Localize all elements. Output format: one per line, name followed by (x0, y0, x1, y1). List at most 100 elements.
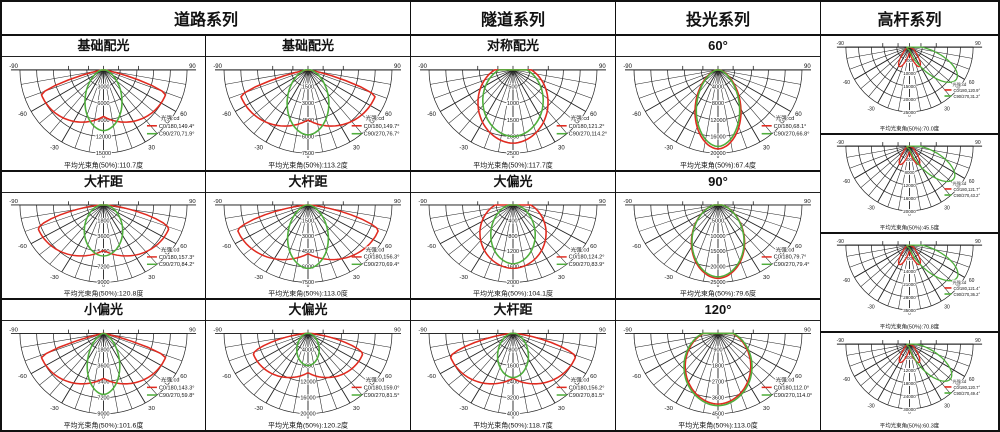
svg-text:-30: -30 (254, 406, 263, 412)
svg-text:-90: -90 (213, 328, 222, 334)
polar-diagram-road-longspan-2: -90 90 -60 60 -30 30 0 1500 3000 4500 6000 7500 光强:c… (206, 193, 410, 298)
svg-text:12000: 12000 (710, 118, 725, 124)
svg-text:-90: -90 (9, 199, 18, 205)
polar-diagram-flood-120: -90 90 -60 60 -30 30 0 900 1800 2700 3600 4500 光强:cd… (616, 321, 820, 430)
diagram-subtitle: 120° (616, 300, 820, 321)
diagram-subtitle: 大偏光 (206, 300, 410, 321)
svg-text:90: 90 (189, 199, 196, 205)
polar-diagram-highmast-4: -90 90 -60 60 -30 30 0 6000 12000 18000 24000 30000… (821, 333, 998, 430)
svg-text:90: 90 (804, 328, 811, 334)
svg-text:-90: -90 (837, 338, 844, 344)
svg-text:-30: -30 (50, 275, 59, 281)
diagram-subtitle: 60° (616, 36, 820, 57)
svg-text:-60: -60 (18, 112, 27, 118)
diagram-cell: 基础配光 -90 90 -60 60 -30 30 0 1500 3000 4500 6000 750… (206, 36, 410, 172)
column-tunnel: 对称配光 -90 90 -60 60 -30 30 0 500 1000 1500 2000 2500… (411, 36, 616, 430)
svg-text:-30: -30 (50, 406, 59, 412)
svg-text:90: 90 (394, 328, 401, 334)
svg-text:平均光束角(50%):70.0度: 平均光束角(50%):70.0度 (880, 124, 940, 132)
svg-text:0: 0 (717, 415, 720, 420)
svg-text:0: 0 (102, 283, 105, 288)
svg-text:0: 0 (102, 154, 105, 159)
polar-diagram-highmast-1: -90 90 -60 60 -30 30 0 5000 10000 15000 20000 25000… (821, 36, 998, 135)
svg-text:90: 90 (975, 239, 981, 245)
column-highmast: -90 90 -60 60 -30 30 0 5000 10000 15000 20000 25000… (821, 36, 998, 430)
svg-text:3600: 3600 (97, 364, 109, 370)
column-road-1: 基础配光 -90 90 -60 60 -30 30 0 3000 6000 9000 12000 15… (2, 36, 206, 430)
svg-text:光强:cd: 光强:cd (571, 114, 590, 122)
svg-text:20000: 20000 (300, 412, 315, 418)
svg-text:C0/180,157.3°: C0/180,157.3° (159, 255, 195, 261)
svg-text:5400: 5400 (97, 249, 109, 255)
svg-text:0: 0 (512, 283, 515, 288)
svg-text:7200: 7200 (97, 265, 109, 271)
svg-text:光强:cd: 光强:cd (161, 246, 180, 254)
svg-text:平均光束角(50%):101.6度: 平均光束角(50%):101.6度 (64, 421, 144, 430)
svg-text:C0/180,121.2°: C0/180,121.2° (569, 124, 605, 130)
svg-text:7200: 7200 (97, 396, 109, 402)
svg-text:平均光束角(50%):118.7度: 平均光束角(50%):118.7度 (473, 421, 553, 430)
svg-text:-90: -90 (837, 140, 844, 146)
svg-text:60: 60 (180, 112, 187, 118)
diagram-cell: 大杆距 -90 90 -60 60 -30 30 0 1800 3600 5400 7200 9000… (2, 172, 205, 300)
svg-text:9000: 9000 (97, 412, 109, 418)
svg-text:光强:cd: 光强:cd (366, 376, 385, 384)
svg-text:-30: -30 (459, 275, 468, 281)
svg-text:3600: 3600 (97, 234, 109, 240)
svg-text:光强:cd: 光强:cd (952, 279, 967, 286)
svg-text:7500: 7500 (302, 280, 314, 286)
svg-text:C0/180,149.7°: C0/180,149.7° (364, 124, 400, 130)
svg-text:-60: -60 (632, 374, 641, 380)
diagram-cell: 90° -90 90 -60 60 -30 30 0 5000 10000 15000 20000 2… (616, 172, 820, 300)
svg-text:30: 30 (944, 404, 950, 410)
svg-text:15000: 15000 (96, 151, 111, 157)
svg-text:光强:cd: 光强:cd (366, 246, 385, 254)
svg-text:C0/180,121.4°: C0/180,121.4° (953, 286, 980, 291)
svg-text:-60: -60 (427, 374, 436, 380)
svg-text:平均光束角(50%):70.8度: 平均光束角(50%):70.8度 (880, 322, 940, 330)
diagram-subtitle: 基础配光 (2, 36, 205, 57)
svg-text:C90/270,114.0°: C90/270,114.0° (774, 393, 813, 399)
svg-text:平均光束角(50%):120.8度: 平均光束角(50%):120.8度 (64, 289, 144, 298)
diagram-cell: 基础配光 -90 90 -60 60 -30 30 0 3000 6000 9000 12000 15… (2, 36, 205, 172)
svg-text:-30: -30 (664, 275, 673, 281)
svg-text:光强:cd: 光强:cd (776, 376, 795, 384)
svg-text:平均光束角(50%):60.3度: 平均光束角(50%):60.3度 (880, 421, 940, 429)
svg-text:C90/270,79.4°: C90/270,79.4° (774, 262, 810, 268)
svg-text:15000: 15000 (903, 84, 916, 89)
svg-text:-90: -90 (213, 199, 222, 205)
svg-text:800: 800 (508, 234, 517, 240)
diagram-subtitle: 基础配光 (206, 36, 410, 57)
diagram-cell: 大偏光 -90 90 -60 60 -30 30 0 4000 8000 12000 16000 20… (206, 300, 410, 430)
svg-text:3000: 3000 (97, 85, 109, 91)
svg-text:30: 30 (148, 406, 155, 412)
svg-text:90: 90 (804, 64, 811, 70)
svg-text:C0/180,79.7°: C0/180,79.7° (774, 255, 807, 261)
svg-text:4500: 4500 (302, 249, 314, 255)
svg-text:20000: 20000 (710, 151, 725, 157)
svg-text:4000: 4000 (712, 85, 724, 91)
svg-text:C0/180,121.7°: C0/180,121.7° (953, 187, 980, 192)
column-flood: 60° -90 90 -60 60 -30 30 0 4000 8000 12000 16000 20… (616, 36, 821, 430)
svg-text:-60: -60 (18, 374, 27, 380)
diagram-subtitle: 90° (616, 172, 820, 193)
svg-text:1800: 1800 (712, 364, 724, 370)
svg-text:0: 0 (512, 154, 515, 159)
polar-diagram-tunnel-symmetric: -90 90 -60 60 -30 30 0 500 1000 1500 2000 2500 光强:cd… (411, 57, 615, 170)
svg-text:16000: 16000 (903, 196, 916, 201)
svg-text:-30: -30 (50, 145, 59, 151)
svg-text:-60: -60 (427, 244, 436, 250)
svg-text:10000: 10000 (710, 234, 725, 240)
diagram-subtitle: 大杆距 (206, 172, 410, 193)
svg-text:-90: -90 (837, 41, 844, 47)
svg-text:90: 90 (975, 338, 981, 344)
svg-text:30: 30 (944, 107, 950, 113)
svg-text:90: 90 (189, 64, 196, 70)
svg-text:90: 90 (599, 199, 606, 205)
diagram-subtitle: 大偏光 (411, 172, 615, 193)
svg-text:C0/180,143.3°: C0/180,143.3° (159, 385, 195, 391)
svg-text:平均光束角(50%):113.2度: 平均光束角(50%):113.2度 (268, 161, 347, 170)
svg-text:4000: 4000 (507, 412, 519, 418)
svg-text:8000: 8000 (712, 101, 724, 107)
svg-text:90: 90 (599, 64, 606, 70)
